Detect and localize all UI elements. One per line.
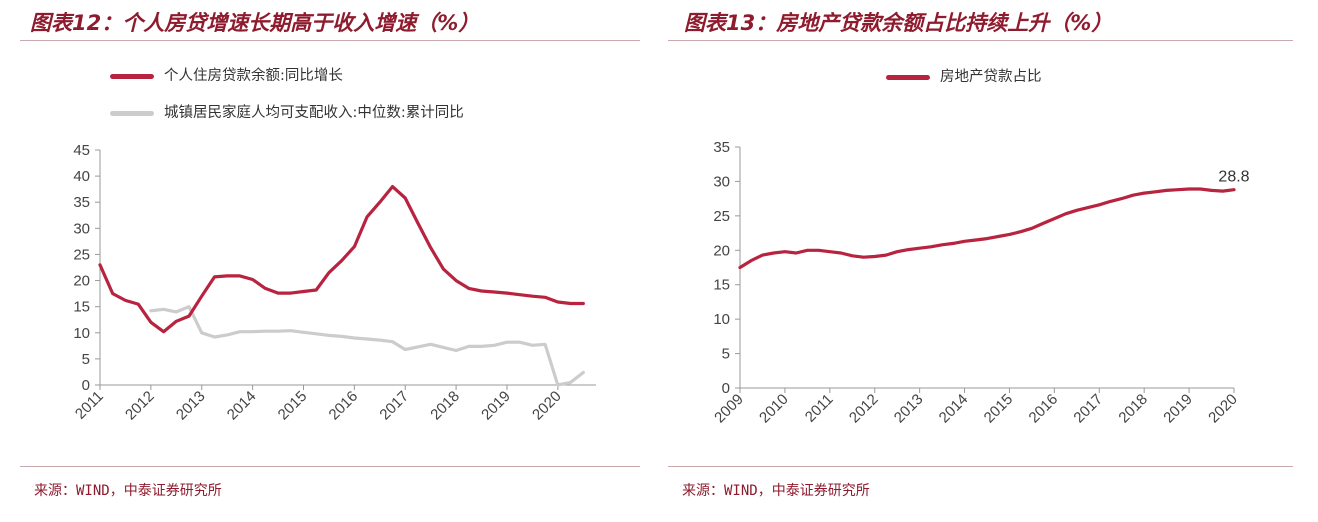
x-tick-label: 2017 [1070, 391, 1106, 427]
legend-swatch-gray [110, 110, 154, 116]
y-tick-label: 35 [713, 139, 730, 156]
y-tick-label: 10 [73, 325, 90, 342]
y-tick-label: 20 [713, 242, 730, 259]
x-tick-label: 2015 [981, 391, 1017, 427]
source-note: 来源：WIND，中泰证券研究所 [34, 483, 222, 499]
x-tick-label: 2020 [529, 388, 565, 424]
x-tick-label: 2018 [1115, 391, 1151, 427]
x-tick-label: 2011 [802, 391, 837, 426]
y-tick-label: 0 [722, 380, 730, 397]
x-tick-label: 2009 [711, 391, 747, 427]
end-value-label: 28.8 [1218, 169, 1249, 186]
x-tick-label: 2017 [376, 388, 412, 424]
y-tick-label: 25 [73, 246, 90, 263]
x-tick-label: 2014 [936, 391, 972, 427]
x-tick-label: 2018 [427, 388, 463, 424]
y-tick-label: 45 [73, 142, 90, 159]
series-line-1 [738, 187, 1236, 270]
legend-swatch-red [886, 74, 930, 80]
x-tick-label: 2011 [72, 388, 107, 423]
source-note: 来源：WIND，中泰证券研究所 [682, 483, 870, 499]
x-tick-label: 2019 [1160, 391, 1196, 427]
x-tick-label: 2020 [1205, 391, 1241, 427]
series-line-1 [98, 185, 585, 334]
title-divider [668, 40, 1293, 41]
legend-label: 个人住房贷款余额:同比增长 [164, 68, 343, 84]
x-tick-label: 2014 [224, 388, 260, 424]
x-tick-label: 2016 [326, 388, 362, 424]
x-tick-label: 2015 [275, 388, 311, 424]
y-tick-label: 15 [73, 299, 90, 316]
x-tick-label: 2010 [756, 391, 792, 427]
x-tick-label: 2013 [173, 388, 209, 424]
x-tick-label: 2012 [846, 391, 882, 427]
legend-item-series-1: 个人住房贷款余额:同比增长 [110, 64, 343, 85]
line-chart-left: 0 5 10 15 20 25 30 35 40 45 2011 2012 2013 2014 2015 20… [72, 142, 596, 424]
chart-panel-left: 图表12：个人房贷增速长期高于收入增速（%） 个人住房贷款余额:同比增长 城镇居… [0, 0, 645, 522]
legend-label: 城镇居民家庭人均可支配收入:中位数:累计同比 [164, 105, 464, 121]
legend-item-series-1: 房地产贷款占比 [886, 65, 1042, 86]
chart-title: 图表13：房地产贷款余额占比持续上升（%） [684, 11, 1113, 35]
legend-swatch-red [110, 73, 154, 79]
chart-title: 图表12：个人房贷增速长期高于收入增速（%） [30, 11, 480, 35]
y-tick-label: 25 [713, 208, 730, 225]
y-tick-label: 30 [73, 220, 90, 237]
y-tick-label: 10 [713, 311, 730, 328]
source-divider [668, 466, 1293, 467]
legend-label: 房地产贷款占比 [940, 69, 1042, 85]
y-tick-label: 40 [73, 168, 90, 185]
source-divider [20, 466, 640, 467]
y-tick-label: 20 [73, 273, 90, 290]
y-tick-label: 35 [73, 194, 90, 211]
legend-item-series-2: 城镇居民家庭人均可支配收入:中位数:累计同比 [110, 101, 464, 122]
y-tick-label: 5 [82, 351, 90, 368]
series-line-2 [149, 305, 585, 387]
y-tick-label: 15 [713, 277, 730, 294]
x-tick-label: 2016 [1026, 391, 1062, 427]
y-tick-label: 0 [82, 377, 90, 394]
x-tick-label: 2019 [478, 388, 514, 424]
title-divider [20, 40, 640, 41]
chart-panel-right: 图表13：房地产贷款余额占比持续上升（%） 房地产贷款占比 0 5 10 15 20 25… [668, 0, 1318, 522]
y-tick-label: 30 [713, 173, 730, 190]
x-tick-label: 2012 [122, 388, 158, 424]
x-tick-label: 2013 [891, 391, 927, 427]
y-tick-label: 5 [722, 346, 730, 363]
